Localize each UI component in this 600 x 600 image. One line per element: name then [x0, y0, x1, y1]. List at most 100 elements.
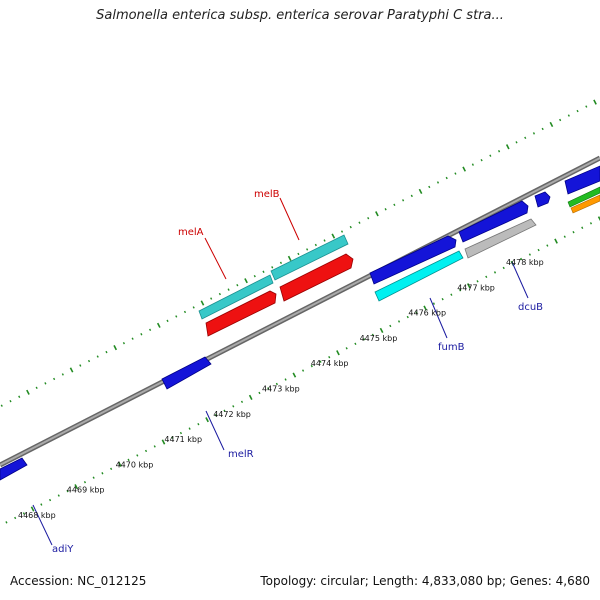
scale-label: 4468 kbp [18, 511, 56, 520]
gene-orange[interactable] [570, 194, 600, 214]
gene-green[interactable] [567, 186, 600, 208]
scale-tick [205, 417, 209, 423]
scale-tick [18, 395, 21, 398]
gene-gray[interactable] [464, 218, 537, 259]
gene-label-melA[interactable]: melA [178, 227, 204, 238]
scale-tick [331, 233, 336, 239]
scale-tick [113, 345, 118, 351]
scale-tick [218, 292, 221, 296]
gene-melB-upper[interactable] [270, 234, 349, 281]
scale-tick [340, 230, 344, 233]
scale-tick [402, 199, 405, 202]
gene-fumB[interactable] [374, 250, 464, 302]
scale-tick [87, 359, 91, 363]
scale-tick [454, 172, 457, 175]
scale-tick [462, 166, 467, 172]
scale-tick [415, 311, 418, 314]
scale-tick [581, 226, 584, 229]
scale-tick [459, 289, 462, 292]
scale-tick [549, 121, 554, 128]
scale-tick [262, 270, 265, 273]
scale-tick [466, 283, 471, 289]
gene-label-melR[interactable]: melR [228, 449, 254, 460]
scale-tick [358, 221, 361, 224]
scale-tick [589, 222, 593, 225]
scale-tick [248, 394, 253, 400]
scale-tick [5, 521, 8, 524]
genome-summary-text: Topology: circular; Length: 4,833,080 bp… [260, 574, 590, 588]
scale-tick [541, 127, 544, 131]
scale-tick [445, 176, 448, 180]
gene-label-adiY[interactable]: adiY [52, 544, 74, 555]
scale-tick [22, 512, 25, 515]
scale-label: 4476 kbp [408, 309, 446, 318]
accession-text: Accession: NC_012125 [10, 574, 147, 588]
gene-blue-2[interactable] [458, 200, 529, 243]
gene-melA[interactable] [205, 290, 277, 337]
scale-tick [240, 400, 244, 404]
gene-label-dcuB[interactable]: dcuB [518, 302, 543, 313]
scale-tick [375, 211, 379, 217]
scale-tick [450, 293, 453, 296]
scale-tick [345, 347, 348, 350]
scale-tick [532, 132, 536, 135]
gene-blue-4[interactable] [564, 165, 600, 195]
scale-tick [192, 306, 195, 309]
scale-tick [30, 506, 35, 512]
gene-adiY[interactable] [0, 457, 28, 481]
scale-tick [546, 244, 549, 247]
scale-tick [397, 320, 401, 323]
upper-tick-row [0, 99, 597, 407]
scale-tick [471, 163, 474, 166]
scale-tick [40, 503, 43, 506]
gene-label-melB[interactable]: melB [254, 189, 280, 200]
gene-label-fumB[interactable]: fumB [438, 342, 465, 353]
scale-tick [441, 297, 444, 301]
scale-tick [354, 342, 357, 346]
scale-tick [371, 333, 374, 337]
chromosome-backbone [0, 155, 600, 468]
scale-tick [258, 391, 261, 395]
scale-tick [9, 400, 12, 403]
gene-melR[interactable] [161, 356, 212, 390]
scale-tick [253, 275, 256, 278]
scale-tick [559, 118, 562, 122]
scale-tick [393, 203, 396, 207]
scale-tick [367, 216, 370, 220]
gene-melB[interactable] [279, 253, 354, 302]
scale-tick [567, 114, 570, 117]
scale-tick [436, 181, 440, 184]
lower-tick-row [5, 216, 600, 524]
scale-label: 4470 kbp [116, 460, 154, 469]
scale-tick [127, 458, 130, 462]
scale-tick [232, 405, 235, 408]
scale-tick [520, 257, 523, 261]
scale-tick [0, 404, 3, 407]
scale-tick [505, 144, 510, 150]
gene-blue-3[interactable] [534, 191, 551, 208]
scale-tick [66, 489, 69, 493]
scale-label: 4472 kbp [213, 410, 251, 419]
scale-tick [44, 382, 47, 385]
scale-tick [489, 154, 492, 157]
scale-tick [284, 378, 287, 381]
scale-tick [528, 253, 531, 256]
scale-label: 4471 kbp [164, 435, 202, 444]
scale-tick [432, 302, 436, 305]
label-connectors [32, 197, 529, 546]
scale-tick [131, 337, 134, 340]
scale-tick [144, 449, 148, 453]
scale-tick [197, 422, 200, 426]
scale-tick [593, 99, 597, 105]
scale-tick [214, 414, 217, 417]
scale-tick [292, 372, 297, 378]
scale-tick [554, 238, 558, 244]
scale-tick [476, 280, 479, 283]
gene-melA-upper[interactable] [198, 274, 274, 320]
scale-tick [363, 338, 366, 341]
gene-blue-1[interactable] [369, 235, 457, 285]
scale-tick [175, 315, 178, 318]
scale-tick [79, 364, 82, 367]
scale-tick [336, 350, 340, 356]
scale-tick [323, 239, 326, 242]
